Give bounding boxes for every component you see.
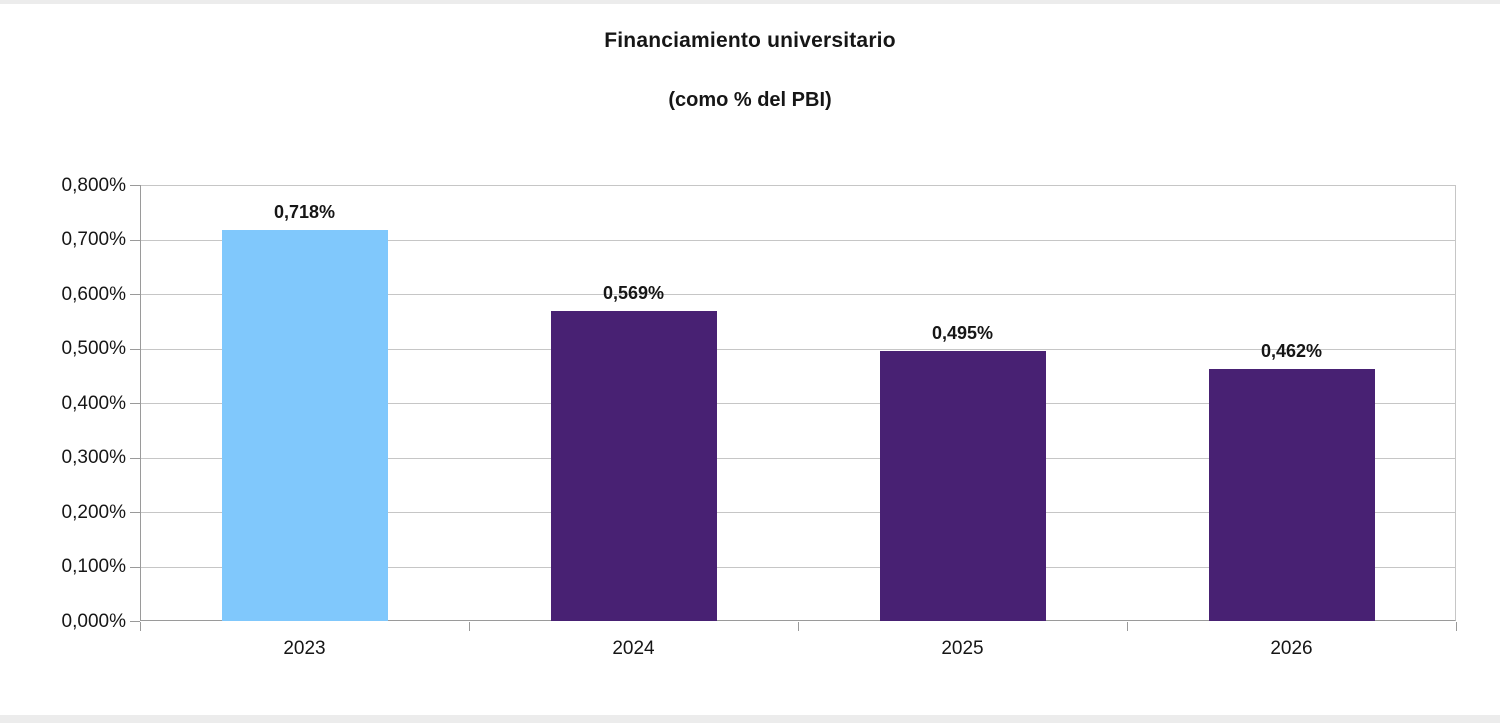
bar-2025 <box>879 351 1046 621</box>
x-axis-label: 2026 <box>1270 638 1313 659</box>
x-axis-label: 2025 <box>941 638 984 659</box>
bar-2023 <box>221 229 388 621</box>
x-tick-mark <box>1127 622 1128 631</box>
y-tick-mark <box>130 239 140 241</box>
gridline <box>141 457 1455 459</box>
gridline <box>141 512 1455 513</box>
x-tick-mark <box>1456 622 1457 631</box>
y-tick-mark <box>130 512 140 513</box>
y-tick-label: 0,400% <box>61 392 126 414</box>
chart-subtitle: (como % del PBI) <box>668 89 832 111</box>
y-tick-mark <box>130 566 140 568</box>
bottom-edge-strip <box>0 715 1500 723</box>
bar-value-label: 0,495% <box>931 323 994 344</box>
y-tick-label: 0,200% <box>61 501 126 523</box>
bar-2026 <box>1208 369 1375 621</box>
gridline <box>141 185 1455 186</box>
plot-area <box>140 185 1456 621</box>
gridline <box>141 566 1455 568</box>
x-tick-mark <box>798 622 799 631</box>
y-tick-mark <box>130 185 140 186</box>
gridline <box>141 403 1455 404</box>
y-tick-mark <box>130 621 140 622</box>
y-tick-label: 0,300% <box>61 447 126 468</box>
x-tick-mark <box>469 622 470 631</box>
y-tick-label: 0,000% <box>61 610 126 632</box>
chart-title: Financiamiento universitario <box>604 29 896 52</box>
x-tick-mark <box>140 622 141 631</box>
y-tick-label: 0,600% <box>61 283 126 305</box>
y-tick-label: 0,800% <box>61 174 126 196</box>
bar-value-label: 0,462% <box>1260 341 1323 362</box>
gridline <box>141 294 1455 295</box>
gridline <box>141 348 1455 350</box>
y-tick-mark <box>130 294 140 295</box>
x-axis-label: 2024 <box>612 638 655 659</box>
bar-value-label: 0,718% <box>273 201 336 222</box>
y-tick-label: 0,500% <box>61 338 126 359</box>
y-tick-label: 0,100% <box>61 556 126 577</box>
y-tick-mark <box>130 457 140 459</box>
top-edge-strip <box>0 0 1500 4</box>
x-axis-label: 2023 <box>283 638 326 659</box>
bar-value-label: 0,569% <box>602 282 665 303</box>
gridline <box>141 239 1455 241</box>
y-tick-label: 0,700% <box>61 229 126 250</box>
bar-2024 <box>550 310 717 621</box>
y-tick-mark <box>130 348 140 350</box>
y-tick-mark <box>130 403 140 404</box>
